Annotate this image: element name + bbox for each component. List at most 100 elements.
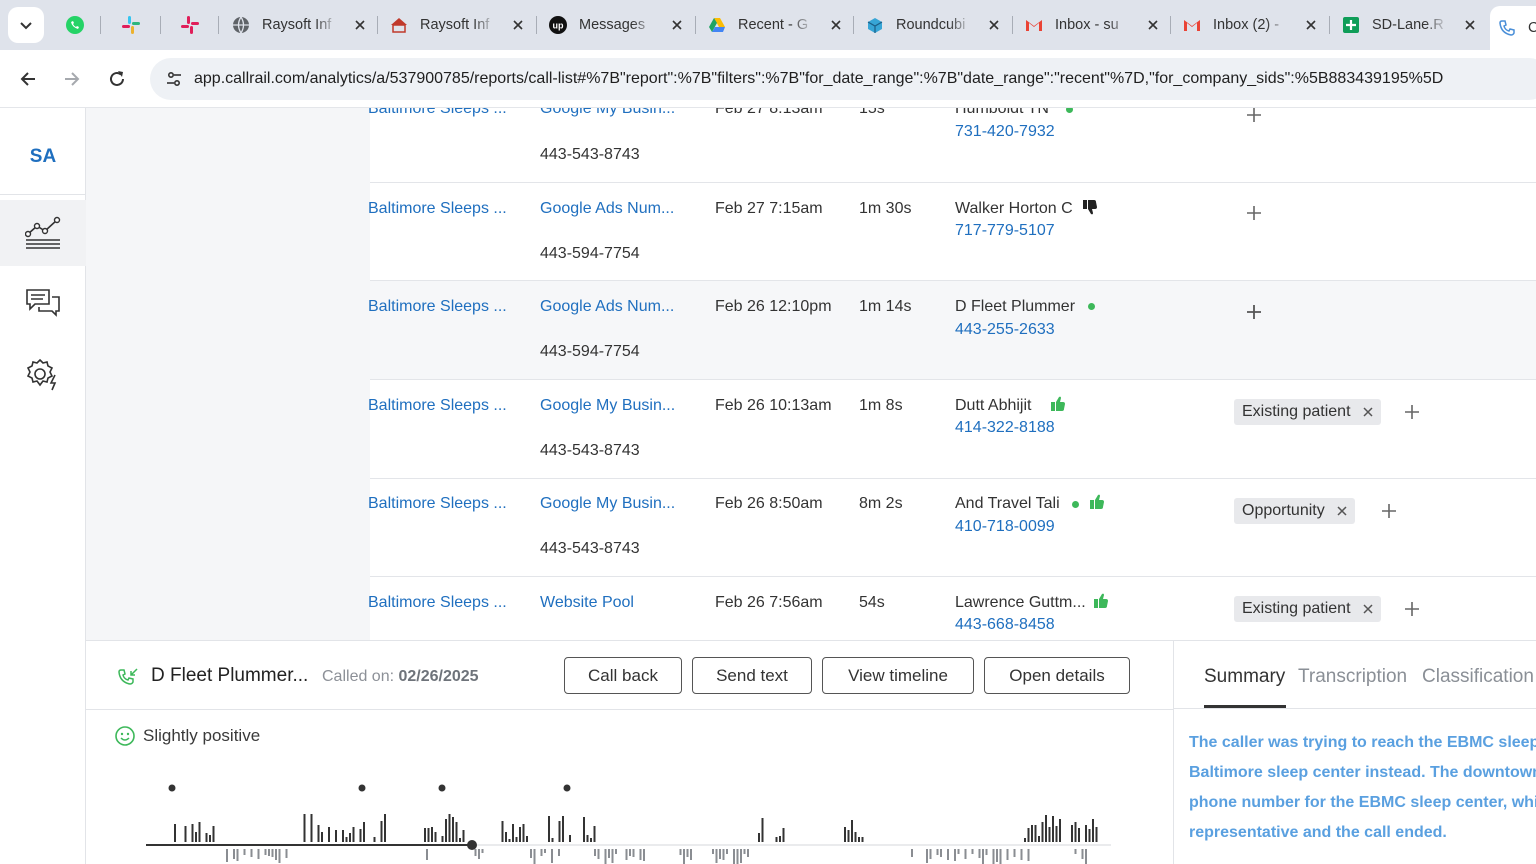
waveform-bar (947, 849, 949, 860)
caller-phone[interactable]: 717-779-5107 (955, 222, 1055, 239)
browser-tab-active[interactable]: C (1490, 6, 1536, 50)
source-link[interactable]: Google My Busin... (540, 495, 676, 512)
waveform-bar (349, 833, 351, 842)
browser-tab[interactable]: Recent - G (700, 8, 848, 42)
thumbs-down-icon[interactable] (1081, 198, 1099, 216)
company-link[interactable]: Baltimore Sleeps ... (368, 397, 507, 414)
company-avatar[interactable]: SA (0, 120, 86, 195)
browser-tab[interactable]: Roundcubi (858, 8, 1006, 42)
tab-classification[interactable]: Classification (1422, 666, 1534, 687)
tab-title: Roundcubi (896, 17, 966, 33)
source-link[interactable]: Website Pool (540, 594, 634, 611)
company-link[interactable]: Baltimore Sleeps ... (368, 594, 507, 611)
close-icon[interactable] (1145, 17, 1161, 33)
waveform-bar (996, 849, 998, 862)
waveform-bar (558, 821, 561, 842)
company-link[interactable]: Baltimore Sleeps ... (368, 298, 507, 315)
nav-settings[interactable] (0, 341, 86, 407)
add-tag-icon[interactable] (1381, 503, 1397, 519)
close-icon[interactable] (828, 17, 844, 33)
reload-button[interactable] (100, 62, 134, 96)
thumbs-up-icon[interactable] (1049, 395, 1067, 413)
close-icon[interactable] (352, 17, 368, 33)
address-bar[interactable]: app.callrail.com/analytics/a/537900785/r… (150, 58, 1536, 100)
summary-line: phone number for the EBMC sleep center, … (1189, 794, 1536, 811)
waveform-bar (586, 835, 589, 842)
close-icon[interactable] (510, 17, 526, 33)
call-date: Feb 26 12:10pm (715, 298, 832, 315)
call-back-button[interactable]: Call back (564, 657, 682, 694)
caller-name[interactable]: Dutt Abhijit (955, 397, 1032, 414)
add-tag-icon[interactable] (1246, 304, 1262, 320)
company-link[interactable]: Baltimore Sleeps ... (368, 495, 507, 512)
browser-tab[interactable]: Raysoft Inf (224, 8, 372, 42)
caller-name[interactable]: Walker Horton C (955, 200, 1073, 217)
add-tag-icon[interactable] (1404, 404, 1420, 420)
source-link[interactable]: Google My Busin... (540, 108, 676, 117)
caller-phone[interactable]: 410-718-0099 (955, 518, 1055, 535)
company-link[interactable]: Baltimore Sleeps ... (368, 200, 507, 217)
call-duration: 1m 30s (859, 200, 912, 217)
open-details-button[interactable]: Open details (984, 657, 1130, 694)
source-link[interactable]: Google Ads Num... (540, 298, 675, 315)
company-link[interactable]: Baltimore Sleeps ... (368, 108, 507, 117)
add-tag-icon[interactable] (1404, 601, 1420, 617)
close-icon[interactable] (1303, 17, 1319, 33)
caller-name[interactable]: And Travel Tali (955, 495, 1060, 512)
browser-tab[interactable]: SD-Lane.R (1334, 8, 1482, 42)
waveform-bar (363, 822, 365, 842)
send-text-button[interactable]: Send text (692, 657, 812, 694)
close-icon[interactable] (669, 17, 685, 33)
tab-separator (536, 16, 537, 34)
browser-tab[interactable]: Raysoft Inf (382, 8, 530, 42)
browser-tab[interactable]: Inbox - su (1017, 8, 1165, 42)
nav-analytics[interactable] (0, 200, 86, 266)
add-tag-icon[interactable] (1246, 205, 1262, 221)
close-icon[interactable] (986, 17, 1002, 33)
caller-phone[interactable]: 443-668-8458 (955, 616, 1055, 633)
table-row[interactable]: Baltimore Sleeps ... Google My Busin... … (368, 380, 1536, 479)
table-row[interactable]: Baltimore Sleeps ... Google My Busin... … (368, 479, 1536, 577)
back-button[interactable] (11, 62, 45, 96)
browser-tab[interactable]: up Messages (541, 8, 689, 42)
source-link[interactable]: Google Ads Num... (540, 200, 675, 217)
thumbs-up-icon[interactable] (1088, 493, 1106, 511)
tab-transcription[interactable]: Transcription (1298, 666, 1408, 687)
view-timeline-button[interactable]: View timeline (822, 657, 974, 694)
tab-summary[interactable]: Summary (1204, 666, 1286, 687)
playhead-handle[interactable] (467, 840, 477, 850)
waveform-bar (1006, 849, 1009, 860)
remove-tag-icon[interactable] (1362, 407, 1373, 417)
caller-name[interactable]: Humboldt TN (955, 108, 1049, 117)
table-row-selected[interactable]: Baltimore Sleeps ... Google Ads Num... 4… (368, 281, 1536, 380)
tab-title: Recent - G (738, 17, 809, 33)
pinned-tab-slack[interactable] (116, 10, 146, 40)
upwork-icon: up (549, 16, 567, 34)
thumbs-up-icon[interactable] (1092, 592, 1110, 610)
table-row[interactable]: Baltimore Sleeps ... Website Pool Feb 26… (368, 577, 1536, 640)
site-info-icon[interactable] (154, 58, 194, 100)
remove-tag-icon[interactable] (1337, 506, 1347, 516)
pinned-tab-whatsapp[interactable] (60, 10, 90, 40)
close-icon[interactable] (1462, 17, 1478, 33)
forward-button[interactable] (55, 62, 89, 96)
arrow-left-icon (20, 72, 35, 86)
table-row[interactable]: Baltimore Sleeps ... Google My Busin... … (368, 108, 1536, 183)
waveform-bar (775, 837, 778, 842)
source-link[interactable]: Google My Busin... (540, 397, 676, 414)
table-row[interactable]: Baltimore Sleeps ... Google Ads Num... 4… (368, 183, 1536, 281)
audio-waveform[interactable] (86, 766, 1173, 864)
nav-conversations[interactable] (0, 270, 86, 336)
tab-search-button[interactable] (8, 7, 44, 43)
caller-phone[interactable]: 443-255-2633 (955, 321, 1055, 338)
waveform-bar (1074, 822, 1077, 842)
add-tag-icon[interactable] (1246, 108, 1262, 123)
caller-name[interactable]: Lawrence Guttm... (955, 594, 1086, 611)
remove-tag-icon[interactable] (1362, 604, 1373, 614)
caller-name[interactable]: D Fleet Plummer (955, 298, 1076, 315)
waveform-bar (690, 849, 692, 860)
pinned-tab-slack-2[interactable] (175, 10, 205, 40)
caller-phone[interactable]: 414-322-8188 (955, 419, 1055, 436)
caller-phone[interactable]: 731-420-7932 (955, 123, 1055, 140)
browser-tab[interactable]: Inbox (2) - (1175, 8, 1323, 42)
